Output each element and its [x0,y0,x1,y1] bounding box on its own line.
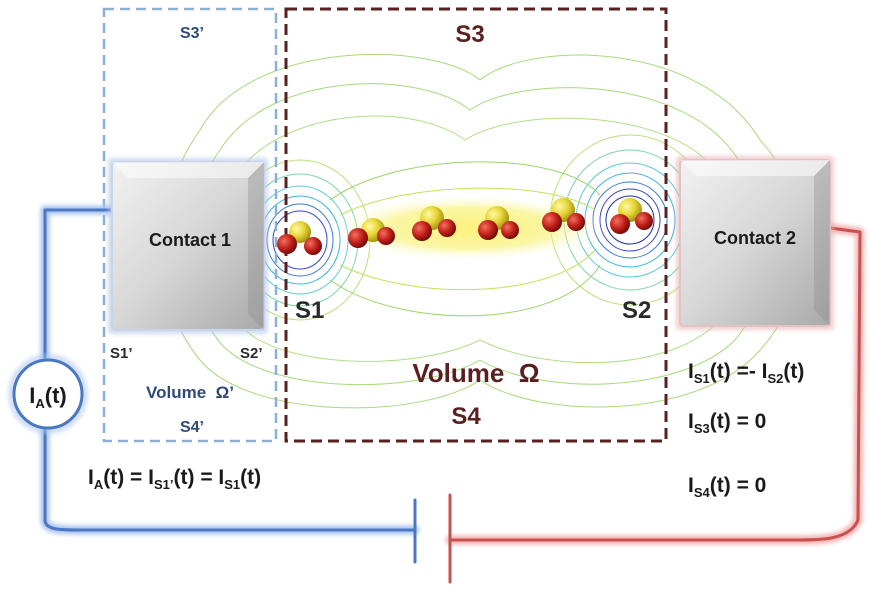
molecule-icon [277,221,322,255]
volume-prime-name: Volume Ω’ [146,383,234,402]
ammeter-rest: (t) [45,383,67,408]
surface-s3: S3 [455,21,484,48]
volume-prime-boundary [102,7,278,443]
ammeter-sub: A [35,396,45,411]
svg-text:IA(t): IA(t) [29,383,67,411]
molecule-icon [412,206,456,241]
equation-ammeter: IA(t) = IS1’(t) = IS1(t) [88,466,261,492]
equation-s4: IS4(t) = 0 [688,474,766,500]
molecule-icon [478,206,519,240]
charge-glow [330,194,610,262]
molecule-icon [542,198,585,232]
contact-2: Contact 2 [676,156,834,330]
contact-1-label: Contact 1 [149,230,231,250]
equation-s1-s2: IS1(t) =- IS2(t) [688,360,804,386]
ammeter-icon: IA(t) [8,354,88,434]
surface-s3-prime: S3’ [180,25,204,42]
ammeter-I: I [29,383,35,408]
red-circuit-wire [445,223,865,587]
contact-2-label: Contact 2 [714,228,796,248]
surface-s2: S2 [622,297,651,324]
molecule-icon [348,218,395,248]
volume-omega-boundary [284,7,668,443]
surface-s1: S1 [295,297,324,324]
surface-s1-prime: S1’ [110,345,133,362]
surface-s4-prime: S4’ [180,419,204,436]
contact-1: Contact 1 [108,158,268,334]
blue-circuit-wire [40,205,420,567]
volume-omega-name: Volume Ω [412,358,539,388]
surface-s4: S4 [451,403,481,430]
molecule-icon [610,198,653,234]
surface-s2-prime: S2’ [240,345,263,362]
equation-s3: IS3(t) = 0 [688,410,766,436]
